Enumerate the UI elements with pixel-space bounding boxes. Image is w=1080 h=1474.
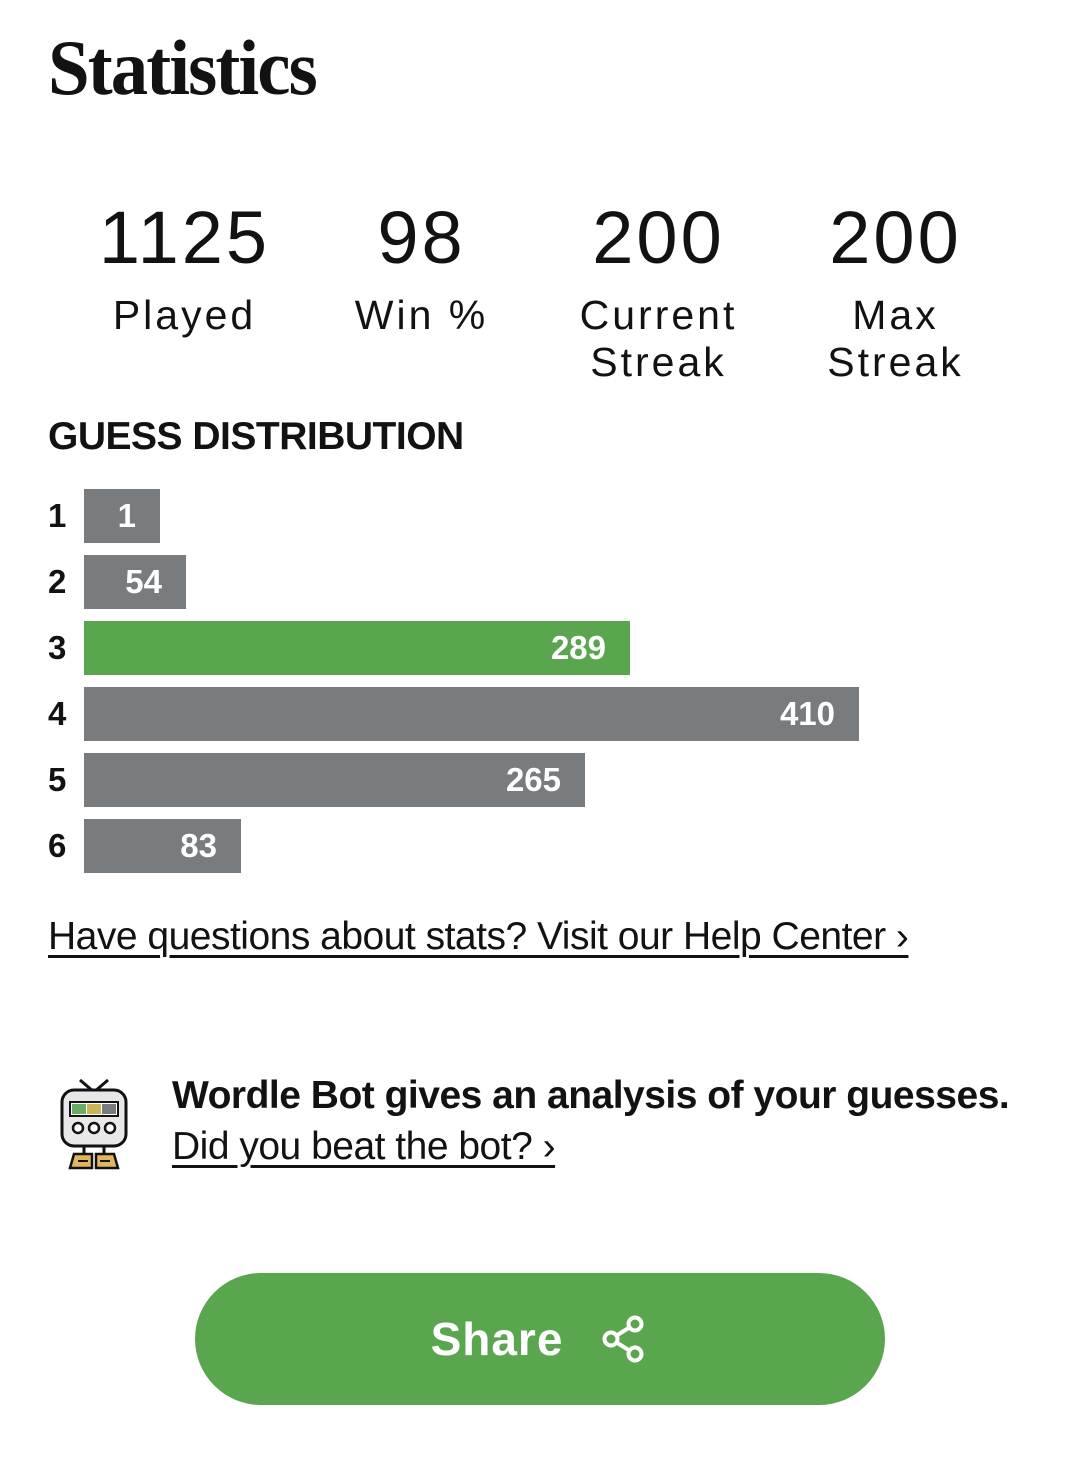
stat-value: 98 [377,196,466,279]
distribution-row: 5 265 [48,753,1048,807]
guess-number: 2 [48,563,67,600]
distribution-row: 6 83 [48,819,1048,873]
stat-label: Max Streak [827,292,964,385]
stat-current-streak: 200 Current Streak [540,196,777,386]
guess-number: 6 [48,827,67,864]
guess-distribution-title: GUESS DISTRIBUTION [48,415,464,458]
beat-the-bot-link[interactable]: Did you beat the bot? › [172,1125,556,1168]
wordle-bot-promo: Wordle Bot gives an analysis of your gue… [172,1072,1010,1172]
distribution-bar: 83 [84,819,241,873]
page-title: Statistics [48,24,318,111]
help-center-link[interactable]: Have questions about stats? Visit our He… [48,915,909,958]
stat-value: 1125 [98,196,271,279]
share-button[interactable]: Share [195,1273,885,1405]
stat-label: Played [112,292,257,338]
wordle-bot-icon [60,1078,128,1170]
bot-headline: Wordle Bot gives an analysis of your gue… [172,1074,1010,1117]
distribution-row: 3 289 [48,621,1048,675]
guess-number: 4 [48,695,67,732]
guess-number: 1 [48,497,67,534]
distribution-bar: 410 [84,687,859,741]
stat-played: 1125 Played [66,196,303,386]
share-button-label: Share [430,1313,564,1365]
stat-value: 200 [592,196,725,279]
guess-distribution: 1 1 2 54 3 289 4 410 5 265 6 83 [48,489,1048,885]
guess-number: 3 [48,629,67,666]
share-icon [602,1315,644,1363]
distribution-bar: 265 [84,753,585,807]
stat-value: 200 [829,196,962,279]
distribution-bar: 1 [84,489,160,543]
stats-container: 1125 Played 98 Win % 200 Current Streak … [66,196,1016,386]
stat-max-streak: 200 Max Streak [777,196,1014,386]
distribution-row: 1 1 [48,489,1048,543]
distribution-row: 4 410 [48,687,1048,741]
stat-label: Current Streak [579,292,738,385]
guess-number: 5 [48,761,67,798]
distribution-bar: 289 [84,621,630,675]
distribution-row: 2 54 [48,555,1048,609]
stat-win-percent: 98 Win % [303,196,540,386]
stat-label: Win % [354,292,489,338]
distribution-bar: 54 [84,555,186,609]
